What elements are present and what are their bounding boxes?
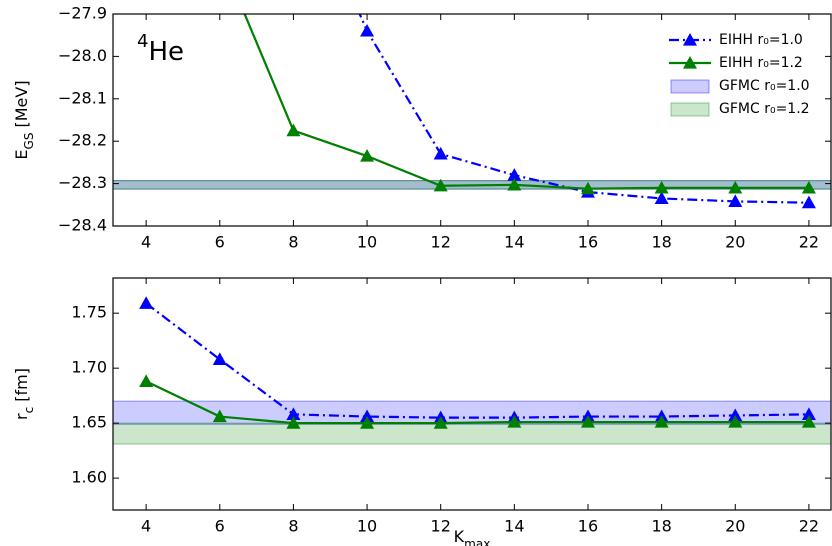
- y-tick-label: 1.70: [71, 358, 107, 377]
- annotation-part: He: [148, 37, 184, 67]
- x-tick-label: 22: [799, 233, 819, 252]
- x-tick-label: 18: [651, 517, 671, 536]
- y-axis-label-part: E: [12, 149, 31, 159]
- x-tick-label: 8: [288, 517, 298, 536]
- marker: [801, 407, 816, 420]
- marker: [360, 416, 375, 429]
- series-line: [358, 14, 809, 204]
- y-axis-label: rc [fm]: [12, 368, 36, 420]
- marker: [139, 296, 154, 309]
- y-tick-label: −27.9: [58, 4, 107, 23]
- series-line: [243, 14, 809, 190]
- y-axis-label-part: [MeV]: [12, 80, 31, 132]
- legend-label: GFMC r₀=1.2: [719, 101, 810, 117]
- x-axis-label: Kmax: [454, 527, 491, 546]
- marker: [580, 415, 595, 428]
- legend-marker: [683, 56, 697, 69]
- y-tick-label: −28.0: [58, 46, 107, 65]
- x-tick-label: 8: [288, 233, 298, 252]
- x-tick-label: 14: [504, 233, 524, 252]
- marker: [433, 178, 448, 192]
- marker: [433, 146, 448, 160]
- series-line: [145, 302, 809, 419]
- marker: [801, 195, 816, 209]
- marker: [801, 180, 816, 194]
- marker: [286, 123, 301, 137]
- marker: [360, 149, 375, 162]
- x-tick-label: 18: [651, 233, 671, 252]
- marker: [654, 191, 669, 205]
- y-axis-label: EGS [MeV]: [12, 80, 36, 159]
- y-tick-label: 1.65: [71, 413, 107, 432]
- axes-frame: [112, 277, 832, 511]
- x-tick-label: 10: [357, 233, 377, 252]
- plot-area: [113, 296, 831, 445]
- marker: [728, 194, 743, 208]
- y-tick-label: −28.2: [58, 131, 107, 150]
- plot-area: [113, 14, 831, 209]
- band: [113, 422, 831, 445]
- y-axis-label-part: r: [12, 413, 31, 420]
- y-axis-label-part: [fm]: [12, 368, 31, 407]
- annotation-part: 4: [137, 31, 148, 52]
- marker: [580, 181, 595, 195]
- marker: [801, 415, 816, 428]
- x-tick-label: 4: [141, 517, 151, 536]
- y-tick-label: 1.75: [71, 303, 107, 322]
- x-tick-label: 6: [215, 233, 225, 252]
- marker: [212, 409, 227, 423]
- x-tick-label: 16: [578, 517, 598, 536]
- marker: [286, 407, 301, 420]
- marker: [360, 23, 375, 37]
- x-axis-label-part: K: [454, 527, 465, 546]
- marker: [728, 180, 743, 194]
- marker: [212, 352, 227, 365]
- marker: [507, 168, 522, 181]
- legend-marker: [683, 33, 697, 46]
- y-tick-label: 1.60: [71, 468, 107, 487]
- marker: [654, 415, 669, 428]
- y-tick-label: −28.1: [58, 88, 107, 107]
- marker: [360, 409, 375, 423]
- marker: [139, 374, 154, 387]
- x-tick-label: 10: [357, 517, 377, 536]
- y-axis-label-part: c: [22, 407, 36, 414]
- x-tick-label: 12: [431, 233, 451, 252]
- marker: [728, 408, 743, 422]
- x-tick-label: 22: [799, 517, 819, 536]
- legend-label: EIHH r₀=1.2: [719, 55, 803, 71]
- y-axis-label-part: GS: [22, 133, 36, 150]
- axes-frame: [112, 13, 832, 227]
- x-axis-label-part: max: [464, 537, 490, 546]
- marker: [507, 177, 522, 191]
- x-tick-label: 20: [725, 233, 745, 252]
- legend-patch: [670, 102, 710, 117]
- x-tick-label: 12: [431, 517, 451, 536]
- legend-label: GFMC r₀=1.0: [719, 78, 810, 94]
- y-tick-label: −28.3: [58, 173, 107, 192]
- y-tick-label: −28.4: [58, 216, 107, 235]
- x-tick-label: 4: [141, 233, 151, 252]
- series-line: [145, 380, 809, 425]
- marker: [728, 415, 743, 428]
- legend-patch: [670, 79, 710, 94]
- marker: [507, 415, 522, 428]
- legend-label: EIHH r₀=1.0: [719, 32, 803, 48]
- marker: [654, 180, 669, 194]
- x-tick-label: 16: [578, 233, 598, 252]
- annotation: 4He: [137, 31, 184, 67]
- marker: [433, 416, 448, 429]
- x-tick-label: 6: [215, 517, 225, 536]
- x-tick-label: 20: [725, 517, 745, 536]
- marker: [286, 416, 301, 429]
- x-tick-label: 14: [504, 517, 524, 536]
